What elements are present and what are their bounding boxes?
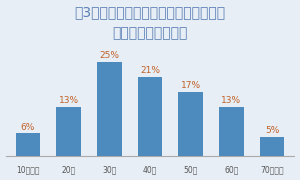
Bar	[178, 92, 203, 156]
Text: 13%: 13%	[221, 96, 242, 105]
Text: 5%: 5%	[265, 126, 279, 135]
Bar	[56, 107, 81, 156]
Bar	[16, 133, 40, 156]
Bar	[260, 137, 284, 156]
Text: 21%: 21%	[140, 66, 160, 75]
Text: 13%: 13%	[58, 96, 79, 105]
Bar	[138, 77, 162, 156]
Bar	[97, 62, 122, 156]
Text: 17%: 17%	[181, 81, 201, 90]
Text: 6%: 6%	[21, 123, 35, 132]
Title: 第3弾　ダスキン大掃除川柳コンテスト
応募者年代別グラフ: 第3弾 ダスキン大掃除川柳コンテスト 応募者年代別グラフ	[74, 6, 226, 40]
Text: 25%: 25%	[99, 51, 119, 60]
Bar	[219, 107, 244, 156]
